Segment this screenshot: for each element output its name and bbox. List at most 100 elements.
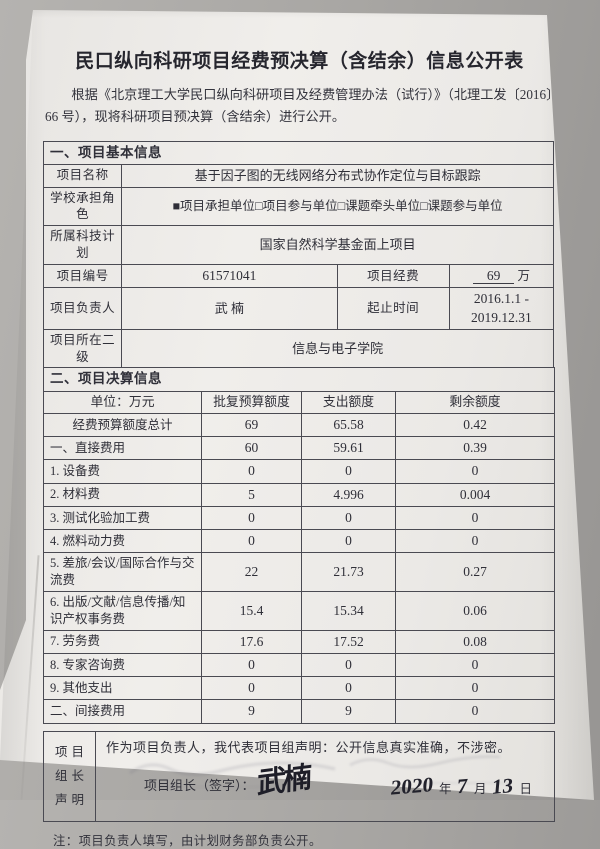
budget-row-label: 7. 劳务费 xyxy=(43,629,202,655)
budget-row-labor: 7. 劳务费 17.6 17.52 0.08 xyxy=(43,629,555,655)
budget-approved: 9 xyxy=(201,699,302,724)
budget-remaining: 0 xyxy=(395,652,555,678)
budget-remaining: 0 xyxy=(395,505,555,531)
statement-label-line: 声明 xyxy=(54,793,88,808)
budget-row-label: 5. 差旅/会议/国际合作与交流费 xyxy=(43,552,202,593)
department-row: 项目所在二级 信息与电子学院 xyxy=(42,328,554,369)
school-role-checkboxes: ■项目承担单位□项目参与单位□课题牵头单位□课题参与单位 xyxy=(121,186,554,227)
project-funds-cell: 69 万 xyxy=(448,264,555,289)
budget-approved: 17.6 xyxy=(201,629,302,655)
col-remaining-header: 剩余额度 xyxy=(395,390,555,414)
project-leader-row: 项目负责人 武 楠 起止时间 2016.1.1 - 2019.12.31 xyxy=(42,287,555,330)
statement-label-line: 项目 xyxy=(54,744,88,759)
school-role-row: 学校承担角色 ■项目承担单位□项目参与单位□课题牵头单位□课题参与单位 xyxy=(42,186,554,227)
signature-row: 项目组长（签字）： 武楠 2020 年 7 月 13 日 xyxy=(106,762,546,801)
budget-row-indirect: 二、间接费用 9 9 0 xyxy=(43,699,555,724)
budget-table: 二、项目决算信息 单位：万元 批复预算额度 支出额度 剩余额度 经费预算额度总计… xyxy=(43,367,555,724)
intro-paragraph: 根据《北京理工大学民口纵向科研项目及经费管理办法（试行）》（北理工发〔2016〕… xyxy=(45,87,553,124)
signature-label: 项目组长（签字）： xyxy=(144,778,255,793)
budget-spent: 15.34 xyxy=(301,591,396,631)
handwritten-date: 2020 年 7 月 13 日 xyxy=(389,771,546,800)
project-funds-label: 项目经费 xyxy=(336,264,450,289)
statement-label-cell: 项目 组长 声明 xyxy=(43,730,96,822)
budget-row-travel-conference: 5. 差旅/会议/国际合作与交流费 22 21.73 0.27 xyxy=(43,552,555,593)
budget-remaining: 0.39 xyxy=(395,436,555,461)
budget-row-label: 二、间接费用 xyxy=(43,699,202,724)
budget-row-expert-consult: 8. 专家咨询费 0 0 0 xyxy=(43,652,555,678)
date-day: 13 xyxy=(491,772,515,799)
project-period-value: 2016.1.1 - 2019.12.31 xyxy=(448,287,555,330)
col-spent-header: 支出额度 xyxy=(301,390,396,414)
budget-approved: 15.4 xyxy=(201,591,302,631)
project-number-row: 项目编号 61571041 项目经费 69 万 xyxy=(42,264,555,289)
school-role-label: 学校承担角色 xyxy=(42,186,123,227)
project-funds-value: 69 xyxy=(472,268,515,285)
budget-approved: 0 xyxy=(201,529,302,554)
budget-spent: 9 xyxy=(301,699,396,724)
budget-spent: 0 xyxy=(301,505,396,531)
budget-spent: 21.73 xyxy=(301,552,396,593)
budget-row-label: 9. 其他支出 xyxy=(43,676,202,701)
budget-spent: 0 xyxy=(301,676,396,701)
section2-header-row: 二、项目决算信息 xyxy=(43,367,555,392)
project-name-row: 项目名称 基于因子图的无线网络分布式协作定位与目标跟踪 xyxy=(42,164,554,188)
date-year: 2020 xyxy=(389,771,435,800)
budget-remaining: 0.06 xyxy=(395,591,555,631)
program-label: 所属科技计划 xyxy=(42,225,123,266)
statement-label-line: 组长 xyxy=(54,768,88,783)
budget-row-label: 6. 出版/文献/信息传播/知识产权事务费 xyxy=(43,591,202,631)
budget-row-label: 经费预算额度总计 xyxy=(43,412,202,438)
department-label: 项目所在二级 xyxy=(42,328,123,369)
budget-row-fuel-power: 4. 燃料动力费 0 0 0 xyxy=(43,529,555,554)
document-title: 民口纵向科研项目经费预决算（含结余）信息公开表 xyxy=(75,51,524,72)
budget-remaining: 0.27 xyxy=(395,552,555,593)
budget-spent: 0 xyxy=(301,459,396,484)
budget-approved: 0 xyxy=(201,676,302,701)
project-period-label: 起止时间 xyxy=(336,287,450,330)
budget-row-label: 3. 测试化验加工费 xyxy=(43,505,202,531)
col-approved-header: 批复预算额度 xyxy=(201,390,302,414)
budget-row-other: 9. 其他支出 0 0 0 xyxy=(43,676,555,701)
section1-title: 一、项目基本信息 xyxy=(43,140,554,166)
budget-remaining: 0 xyxy=(395,676,555,701)
budget-spent: 59.61 xyxy=(301,436,396,461)
project-funds-unit: 万 xyxy=(517,269,530,284)
day-character: 日 xyxy=(519,781,532,796)
budget-remaining: 0.004 xyxy=(395,482,555,507)
budget-remaining: 0 xyxy=(395,699,555,724)
budget-approved: 60 xyxy=(201,436,302,461)
budget-column-header-row: 单位：万元 批复预算额度 支出额度 剩余额度 xyxy=(43,390,555,414)
unit-header: 单位：万元 xyxy=(43,390,202,414)
budget-approved: 0 xyxy=(201,652,302,678)
section1-header-row: 一、项目基本信息 xyxy=(43,140,554,166)
budget-remaining: 0 xyxy=(395,529,555,554)
budget-approved: 22 xyxy=(201,552,302,593)
budget-row-label: 8. 专家咨询费 xyxy=(43,652,202,678)
date-month: 7 xyxy=(456,773,470,799)
project-leader-label: 项目负责人 xyxy=(42,287,123,330)
basic-info-table: 一、项目基本信息 项目名称 基于因子图的无线网络分布式协作定位与目标跟踪 学校承… xyxy=(42,140,555,369)
declaration-text: 作为项目负责人，我代表项目组声明：公开信息真实准确，不涉密。 xyxy=(106,739,512,755)
budget-approved: 69 xyxy=(201,412,302,438)
project-number-label: 项目编号 xyxy=(42,264,123,289)
budget-approved: 0 xyxy=(201,459,302,484)
budget-remaining: 0.08 xyxy=(395,629,555,655)
document-content: 民口纵向科研项目经费预决算（含结余）信息公开表 根据《北京理工大学民口纵向科研项… xyxy=(42,46,556,849)
budget-spent: 65.58 xyxy=(301,412,396,438)
program-value: 国家自然科学基金面上项目 xyxy=(121,225,554,266)
budget-spent: 0 xyxy=(301,652,396,678)
budget-row-publication-ip: 6. 出版/文献/信息传播/知识产权事务费 15.4 15.34 0.06 xyxy=(43,591,555,631)
budget-row-direct: 一、直接费用 60 59.61 0.39 xyxy=(43,436,555,461)
budget-spent: 4.996 xyxy=(301,482,396,507)
project-name-value: 基于因子图的无线网络分布式协作定位与目标跟踪 xyxy=(121,164,554,188)
budget-row-materials: 2. 材料费 5 4.996 0.004 xyxy=(43,482,555,507)
budget-row-label: 2. 材料费 xyxy=(43,482,202,507)
statement-table: 项目 组长 声明 作为项目负责人，我代表项目组声明：公开信息真实准确，不涉密。 … xyxy=(43,730,555,822)
year-character: 年 xyxy=(438,781,452,796)
budget-row-label: 4. 燃料动力费 xyxy=(43,529,202,554)
budget-spent: 17.52 xyxy=(301,629,396,655)
department-value: 信息与电子学院 xyxy=(121,328,554,369)
budget-spent: 0 xyxy=(301,529,396,554)
budget-row-label: 一、直接费用 xyxy=(43,436,202,461)
project-leader-value: 武 楠 xyxy=(121,287,338,330)
